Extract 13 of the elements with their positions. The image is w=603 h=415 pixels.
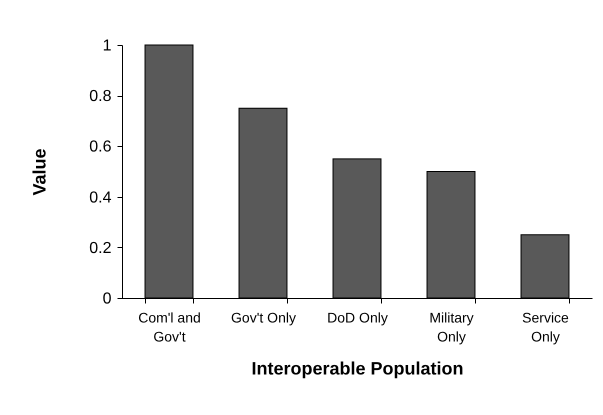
y-tick-label: 0.6: [89, 138, 112, 156]
y-axis-title: Value: [29, 148, 50, 196]
x-tick-label: Service Only: [522, 310, 570, 344]
x-tick-label: Military Only: [429, 310, 474, 344]
y-tick-label: 0.2: [89, 240, 112, 257]
y-tick-label: 0.4: [89, 189, 112, 206]
x-axis-title: Interoperable Population: [251, 358, 464, 378]
y-tick-label: 0.8: [89, 88, 112, 106]
y-tick-label: 0: [102, 290, 112, 308]
x-tick-label: DoD Only: [327, 310, 388, 326]
x-tick-label: Com'l and Gov't: [138, 310, 201, 344]
x-tick-label: Gov't Only: [231, 310, 296, 326]
y-tick-label: 1: [102, 38, 112, 54]
